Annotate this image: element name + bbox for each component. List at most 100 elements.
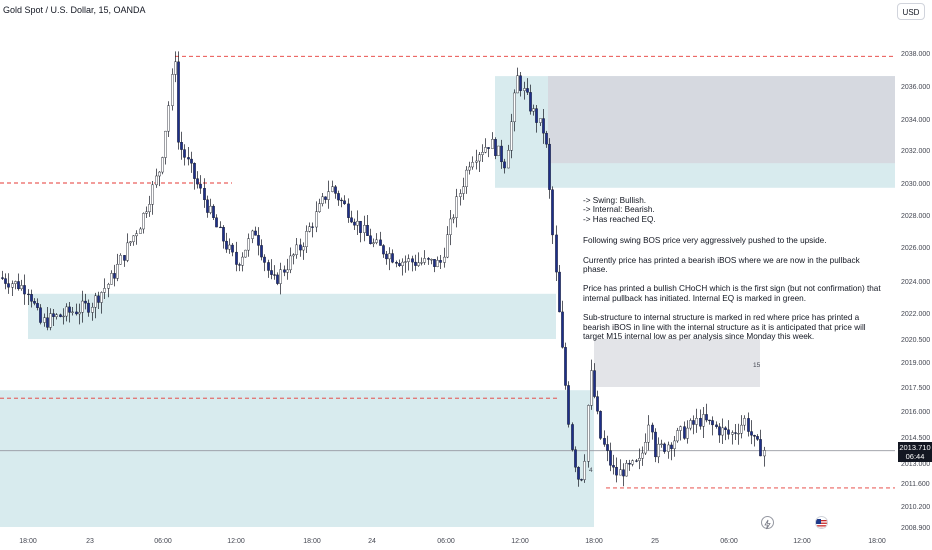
candle-body [279, 269, 282, 284]
candle-body [513, 92, 516, 123]
candles-layer [1, 51, 766, 487]
candle-body [347, 203, 350, 218]
note-bullet: -> Internal: Bearish. [583, 205, 655, 215]
us-flag-icon[interactable] [815, 516, 828, 529]
candle-body [126, 242, 129, 261]
candle-body [468, 166, 471, 171]
candle-body [263, 256, 266, 263]
candle-body [481, 152, 484, 155]
candle-body [267, 262, 270, 271]
candle-body [545, 132, 548, 145]
candle-body [654, 431, 657, 458]
candle-body [676, 430, 679, 442]
candle-body [699, 417, 702, 427]
y-tick-label: 2026.000 [901, 245, 930, 252]
candle-body [206, 199, 209, 213]
candle-body [308, 226, 311, 232]
candle-body [238, 264, 241, 266]
candle-body [436, 260, 439, 267]
candle-body [340, 199, 343, 202]
candle-body [305, 231, 308, 247]
currency-button[interactable]: USD [897, 3, 925, 20]
candle-body [487, 147, 490, 149]
candle-body [679, 426, 682, 431]
chart-title: Gold Spot / U.S. Dollar, 15, OANDA [3, 5, 146, 15]
candle-body [113, 273, 116, 279]
candle-body [135, 233, 138, 237]
candle-body [145, 211, 148, 214]
y-tick-label: 2020.500 [901, 337, 930, 344]
x-tick-label: 06:00 [720, 538, 738, 545]
candle-body [507, 150, 510, 169]
candle-body [519, 75, 522, 91]
candle-body [391, 253, 394, 263]
candle-body [657, 443, 660, 458]
candle-body [670, 444, 673, 449]
candle-body [529, 92, 532, 112]
candle-body [708, 419, 711, 422]
candle-body [363, 225, 366, 233]
candle-body [318, 203, 321, 212]
candle-body [510, 121, 513, 151]
candle-body [337, 193, 340, 201]
candle-body [369, 235, 372, 245]
candle-body [75, 311, 78, 315]
candle-body [724, 427, 727, 430]
candle-body [260, 245, 263, 258]
candle-body [596, 396, 599, 412]
candle-body [423, 258, 426, 263]
candle-body [503, 161, 506, 169]
candle-body [727, 429, 730, 435]
candle-body [139, 228, 142, 234]
candle-body [324, 196, 327, 200]
candle-body [251, 230, 254, 239]
candle-body [193, 163, 196, 179]
candle-body [523, 88, 526, 91]
last-price-value: 2013.710 [899, 443, 931, 452]
x-tick-label: 06:00 [437, 538, 455, 545]
candle-body [673, 440, 676, 449]
candle-body [542, 118, 545, 134]
candle-body [244, 249, 247, 258]
candle-body [718, 426, 721, 436]
candle-body [273, 274, 276, 276]
x-tick-label: 24 [368, 538, 376, 545]
candle-body [366, 225, 369, 236]
candle-body [276, 274, 279, 284]
candle-body [401, 261, 404, 266]
candle-body [222, 227, 225, 242]
candle-body [583, 461, 586, 480]
note-paragraph: Price has printed a bullish CHoCH which … [583, 284, 881, 303]
y-tick-label: 2010.200 [901, 504, 930, 511]
candle-body [689, 420, 692, 429]
candle-body [190, 158, 193, 164]
candle-body [462, 186, 465, 194]
candle-body [526, 88, 529, 93]
candle-body [241, 256, 244, 266]
candle-body [71, 311, 74, 313]
analysis-notes: -> Swing: Bullish. -> Internal: Bearish.… [583, 196, 883, 351]
y-tick-label: 2016.000 [901, 409, 930, 416]
candle-body [292, 254, 295, 257]
candle-body [612, 465, 615, 468]
candle-body [455, 196, 458, 218]
candle-body [59, 314, 62, 317]
candle-body [667, 444, 670, 452]
lightning-icon[interactable] [761, 516, 774, 530]
note-bullet: -> Has reached EQ. [583, 214, 656, 224]
candle-body [257, 235, 260, 246]
x-tick-label: 18:00 [868, 538, 886, 545]
candle-body [372, 242, 375, 245]
y-tick-label: 2034.000 [901, 117, 930, 124]
candle-body [81, 300, 84, 313]
candle-body [33, 301, 36, 304]
candle-body [663, 443, 666, 452]
candle-body [756, 436, 759, 440]
candle-body [196, 178, 199, 185]
candle-body [62, 315, 65, 318]
candle-body [737, 433, 740, 435]
y-tick-label: 2032.000 [901, 148, 930, 155]
candle-body [561, 311, 564, 348]
candle-body [622, 469, 625, 477]
